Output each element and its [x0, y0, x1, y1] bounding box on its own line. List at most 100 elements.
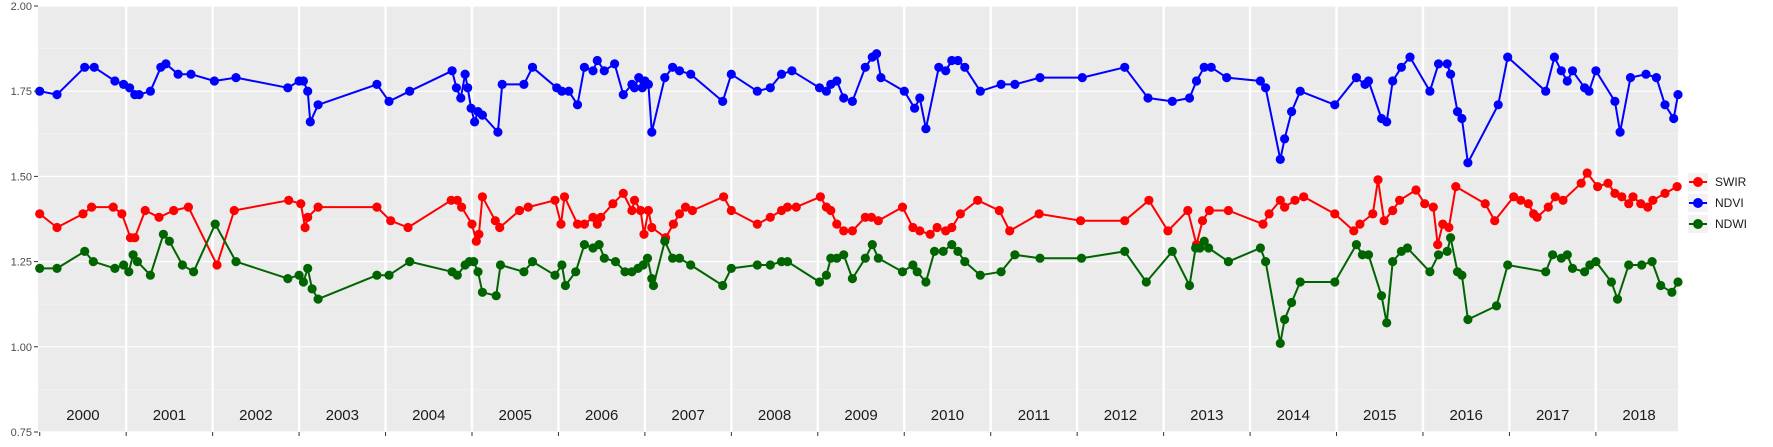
- data-point-swir: [719, 192, 729, 202]
- data-point-swir: [471, 236, 481, 246]
- data-point-swir: [1617, 192, 1627, 202]
- data-point-ndwi: [1376, 291, 1387, 301]
- data-point-swir: [495, 222, 505, 233]
- legend-item-swir: SWIR: [1688, 173, 1747, 191]
- data-point-ndwi: [1204, 243, 1214, 253]
- data-point-ndvi: [89, 62, 99, 72]
- data-point-ndwi: [867, 240, 877, 250]
- data-point-swir: [1034, 209, 1044, 219]
- data-point-ndvi: [1363, 76, 1374, 86]
- data-point-swir: [403, 222, 413, 233]
- data-point-ndvi: [1120, 62, 1130, 72]
- data-point-swir: [866, 212, 877, 222]
- data-point-ndwi: [189, 267, 199, 277]
- legend: SWIR NDVI NDWI: [1688, 173, 1747, 233]
- data-point-swir: [588, 212, 598, 222]
- data-point-ndvi: [1191, 76, 1202, 86]
- data-point-ndvi: [1255, 76, 1265, 86]
- legend-label: NDWI: [1715, 217, 1747, 231]
- data-point-swir: [212, 260, 222, 270]
- data-point-ndvi: [1287, 107, 1297, 117]
- data-point-ndwi: [1446, 233, 1456, 243]
- data-point-swir: [183, 202, 193, 212]
- year-label: 2015: [1363, 407, 1396, 424]
- data-point-ndvi: [1351, 73, 1361, 83]
- data-point-swir: [1204, 205, 1214, 216]
- data-point-swir: [643, 205, 654, 216]
- data-point-ndwi: [1076, 253, 1087, 263]
- series-ndwi: [35, 219, 1683, 348]
- data-point-swir: [627, 205, 637, 216]
- data-point-swir: [87, 202, 97, 212]
- data-point-ndwi: [1255, 243, 1265, 253]
- year-label: 2008: [758, 407, 791, 424]
- data-point-ndvi: [1562, 76, 1572, 86]
- year-label: 2016: [1450, 407, 1483, 424]
- year-label: 2011: [1018, 407, 1050, 424]
- data-point-ndwi: [1463, 314, 1473, 325]
- data-point-ndwi: [953, 246, 963, 256]
- data-point-swir: [608, 199, 618, 209]
- data-point-swir: [752, 219, 762, 229]
- data-point-ndwi: [550, 270, 560, 280]
- data-point-swir: [477, 192, 487, 202]
- data-point-ndvi: [899, 86, 909, 96]
- data-point-ndwi: [1287, 297, 1297, 308]
- data-point-ndvi: [145, 86, 155, 96]
- data-point-ndvi: [1143, 93, 1153, 103]
- data-point-ndvi: [477, 110, 487, 120]
- year-label: 2013: [1190, 407, 1223, 424]
- data-point-ndvi: [372, 79, 382, 89]
- data-point-ndvi: [1280, 134, 1290, 144]
- data-point-ndvi: [1549, 52, 1559, 62]
- data-point-swir: [832, 219, 842, 229]
- data-point-ndwi: [686, 260, 696, 270]
- data-point-ndvi: [1261, 83, 1271, 93]
- data-point-ndwi: [674, 253, 685, 263]
- data-point-ndwi: [1433, 250, 1444, 260]
- data-point-ndvi: [493, 127, 503, 137]
- data-point-swir: [1543, 202, 1553, 212]
- data-point-swir: [925, 229, 935, 239]
- data-point-ndvi: [35, 86, 45, 96]
- data-point-ndvi: [1463, 158, 1473, 168]
- data-point-ndwi: [283, 274, 293, 284]
- data-point-swir: [1368, 209, 1378, 219]
- data-point-ndwi: [307, 284, 317, 294]
- data-point-ndvi: [447, 66, 457, 76]
- data-point-swir: [1388, 205, 1398, 216]
- data-point-swir: [1672, 182, 1682, 192]
- data-point-swir: [1183, 205, 1193, 216]
- data-point-ndwi: [821, 270, 832, 280]
- data-point-ndvi: [134, 90, 144, 100]
- data-point-ndvi: [765, 83, 775, 93]
- data-point-ndwi: [372, 270, 382, 280]
- data-point-ndvi: [1442, 59, 1452, 69]
- year-label: 2003: [326, 407, 359, 424]
- data-point-ndwi: [1541, 267, 1551, 277]
- data-point-ndvi: [1184, 93, 1195, 103]
- data-point-swir: [897, 202, 908, 212]
- data-point-ndvi: [1295, 86, 1305, 96]
- data-point-ndwi: [491, 291, 501, 301]
- data-point-ndvi: [647, 127, 657, 137]
- data-point-ndvi: [934, 62, 944, 72]
- data-point-ndvi: [1035, 73, 1045, 83]
- data-point-ndvi: [718, 96, 728, 106]
- data-point-swir: [550, 195, 560, 205]
- data-point-swir: [629, 195, 640, 205]
- data-point-ndwi: [610, 257, 621, 267]
- data-point-ndvi: [660, 73, 670, 83]
- year-label: 2007: [671, 407, 704, 424]
- data-point-ndvi: [726, 69, 736, 79]
- data-point-ndvi: [1591, 66, 1601, 76]
- data-point-swir: [1076, 216, 1086, 226]
- data-point-ndvi: [1446, 69, 1456, 79]
- data-point-ndvi: [313, 100, 323, 110]
- data-point-swir: [947, 222, 957, 233]
- data-point-ndvi: [125, 83, 135, 93]
- data-point-ndwi: [726, 263, 736, 273]
- data-point-swir: [140, 205, 150, 216]
- y-tick-label: 2.00: [11, 1, 32, 13]
- data-point-ndwi: [960, 257, 970, 267]
